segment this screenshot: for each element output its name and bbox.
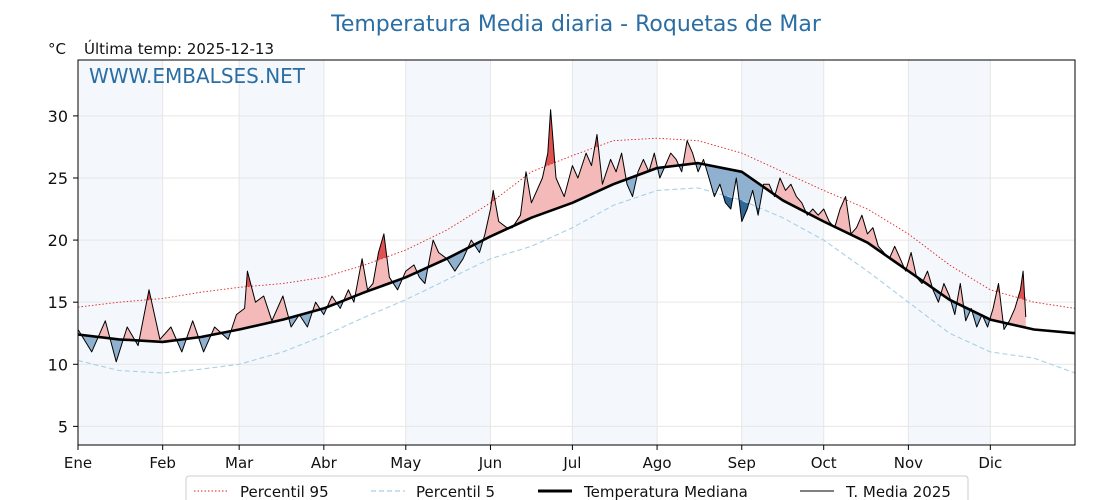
x-tick-label-sep: Sep	[728, 454, 756, 472]
series-line-p95	[77, 137, 1076, 309]
legend-label-p5: Percentil 5	[416, 483, 495, 500]
legend-label-p95: Percentil 95	[240, 483, 329, 500]
y-tick-label-15: 15	[48, 293, 68, 312]
legend-label-median: Temperatura Mediana	[583, 483, 748, 500]
month-band-ene	[78, 60, 163, 445]
x-tick-label-jul: Jul	[562, 454, 581, 472]
month-bands	[78, 60, 991, 445]
y-tick-label-20: 20	[48, 231, 68, 250]
series-line-2025	[77, 109, 1027, 363]
x-tick-label-ago: Ago	[643, 454, 672, 472]
month-band-mar	[239, 60, 324, 445]
last-temp-label: Última temp: 2025-12-13	[84, 39, 274, 58]
x-axis: Ene Feb Mar Abr May Jun Jul Ago Sep Oct Nov Dic	[64, 445, 1002, 472]
month-band-sep	[741, 60, 824, 445]
y-tick-label-30: 30	[48, 107, 68, 126]
x-tick-label-dic: Dic	[978, 454, 1002, 472]
x-tick-label-jun: Jun	[478, 454, 502, 472]
anomaly-fills	[78, 109, 1026, 373]
month-band-jul	[572, 60, 658, 445]
x-tick-label-feb: Feb	[149, 454, 176, 472]
legend: Percentil 95 Percentil 5 Temperatura Med…	[185, 475, 969, 500]
x-tick-label-mar: Mar	[225, 454, 254, 472]
y-unit-label: °C	[48, 40, 66, 58]
x-tick-label-ene: Ene	[64, 454, 92, 472]
fill-below-p5	[78, 187, 1026, 373]
watermark: WWW.EMBALSES.NET	[89, 64, 306, 88]
series-lines	[77, 109, 1076, 374]
series-line-median	[77, 161, 1076, 344]
chart-title: Temperatura Media diaria - Roquetas de M…	[330, 12, 822, 37]
y-tick-label-10: 10	[48, 355, 68, 374]
y-tick-label-25: 25	[48, 169, 68, 188]
x-tick-label-nov: Nov	[894, 454, 923, 472]
month-band-nov	[908, 60, 991, 445]
month-band-may	[405, 60, 491, 445]
plot-frame	[77, 59, 1076, 446]
x-tick-label-abr: Abr	[311, 454, 338, 472]
x-tick-label-may: May	[390, 454, 421, 472]
x-tick-label-oct: Oct	[811, 454, 837, 472]
series-line-p5	[77, 187, 1076, 374]
fill-above-p95	[78, 109, 1026, 308]
y-axis: 5 10 15 20 25 30	[48, 107, 78, 436]
fill-above-median	[78, 140, 1026, 342]
legend-label-2025: T. Media 2025	[845, 483, 951, 500]
legend-box	[185, 475, 969, 500]
y-tick-label-5: 5	[58, 417, 68, 436]
